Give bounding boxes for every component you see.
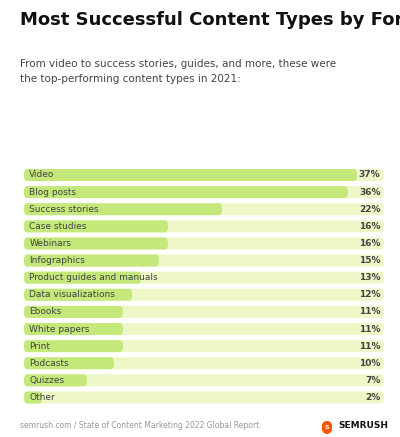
Text: Infographics: Infographics <box>30 256 85 265</box>
Text: 37%: 37% <box>359 170 380 180</box>
Text: Success stories: Success stories <box>30 205 99 214</box>
Text: Podcasts: Podcasts <box>30 359 69 368</box>
FancyBboxPatch shape <box>24 340 384 352</box>
FancyBboxPatch shape <box>24 306 123 318</box>
Text: Case studies: Case studies <box>30 222 87 231</box>
FancyBboxPatch shape <box>24 289 384 301</box>
FancyBboxPatch shape <box>24 323 384 335</box>
Text: From video to success stories, guides, and more, these were
the top-performing c: From video to success stories, guides, a… <box>20 59 336 84</box>
Text: 2%: 2% <box>365 393 380 402</box>
Text: Print: Print <box>30 342 50 350</box>
FancyBboxPatch shape <box>24 169 384 181</box>
Text: Data visualizations: Data visualizations <box>30 290 115 299</box>
Text: Product guides and manuals: Product guides and manuals <box>30 273 158 282</box>
Text: 16%: 16% <box>359 222 380 231</box>
FancyBboxPatch shape <box>24 323 123 335</box>
FancyBboxPatch shape <box>24 392 384 403</box>
FancyBboxPatch shape <box>24 289 132 301</box>
Text: Video: Video <box>30 170 55 180</box>
FancyBboxPatch shape <box>24 306 384 318</box>
Text: Ebooks: Ebooks <box>30 307 62 316</box>
FancyBboxPatch shape <box>24 255 159 267</box>
Text: 10%: 10% <box>359 359 380 368</box>
FancyBboxPatch shape <box>24 357 384 369</box>
FancyBboxPatch shape <box>24 272 141 284</box>
FancyBboxPatch shape <box>24 375 87 386</box>
FancyBboxPatch shape <box>24 169 357 181</box>
Text: Webinars: Webinars <box>30 239 72 248</box>
Text: 12%: 12% <box>359 290 380 299</box>
Text: 11%: 11% <box>359 307 380 316</box>
Text: 36%: 36% <box>359 187 380 197</box>
FancyBboxPatch shape <box>24 392 42 403</box>
FancyBboxPatch shape <box>24 357 114 369</box>
FancyBboxPatch shape <box>24 220 384 232</box>
Text: 13%: 13% <box>359 273 380 282</box>
Circle shape <box>322 422 332 433</box>
FancyBboxPatch shape <box>24 237 168 250</box>
FancyBboxPatch shape <box>24 237 384 250</box>
FancyBboxPatch shape <box>24 186 348 198</box>
FancyBboxPatch shape <box>24 375 384 386</box>
FancyBboxPatch shape <box>24 220 168 232</box>
FancyBboxPatch shape <box>24 203 384 215</box>
FancyBboxPatch shape <box>24 186 384 198</box>
Text: 11%: 11% <box>359 342 380 350</box>
Text: 15%: 15% <box>359 256 380 265</box>
Text: S: S <box>325 425 329 430</box>
FancyBboxPatch shape <box>24 340 123 352</box>
Text: 22%: 22% <box>359 205 380 214</box>
Text: Quizzes: Quizzes <box>30 376 64 385</box>
Text: Other: Other <box>30 393 55 402</box>
Text: Most Successful Content Types by Format: Most Successful Content Types by Format <box>20 11 400 29</box>
FancyBboxPatch shape <box>24 203 222 215</box>
Text: 7%: 7% <box>365 376 380 385</box>
Text: Blog posts: Blog posts <box>30 187 76 197</box>
Text: SEMRUSH: SEMRUSH <box>338 421 388 430</box>
FancyBboxPatch shape <box>24 272 384 284</box>
Text: semrush.com / State of Content Marketing 2022 Global Report: semrush.com / State of Content Marketing… <box>20 421 259 430</box>
FancyBboxPatch shape <box>24 255 384 267</box>
Text: White papers: White papers <box>30 325 90 333</box>
Text: 11%: 11% <box>359 325 380 333</box>
Text: 16%: 16% <box>359 239 380 248</box>
